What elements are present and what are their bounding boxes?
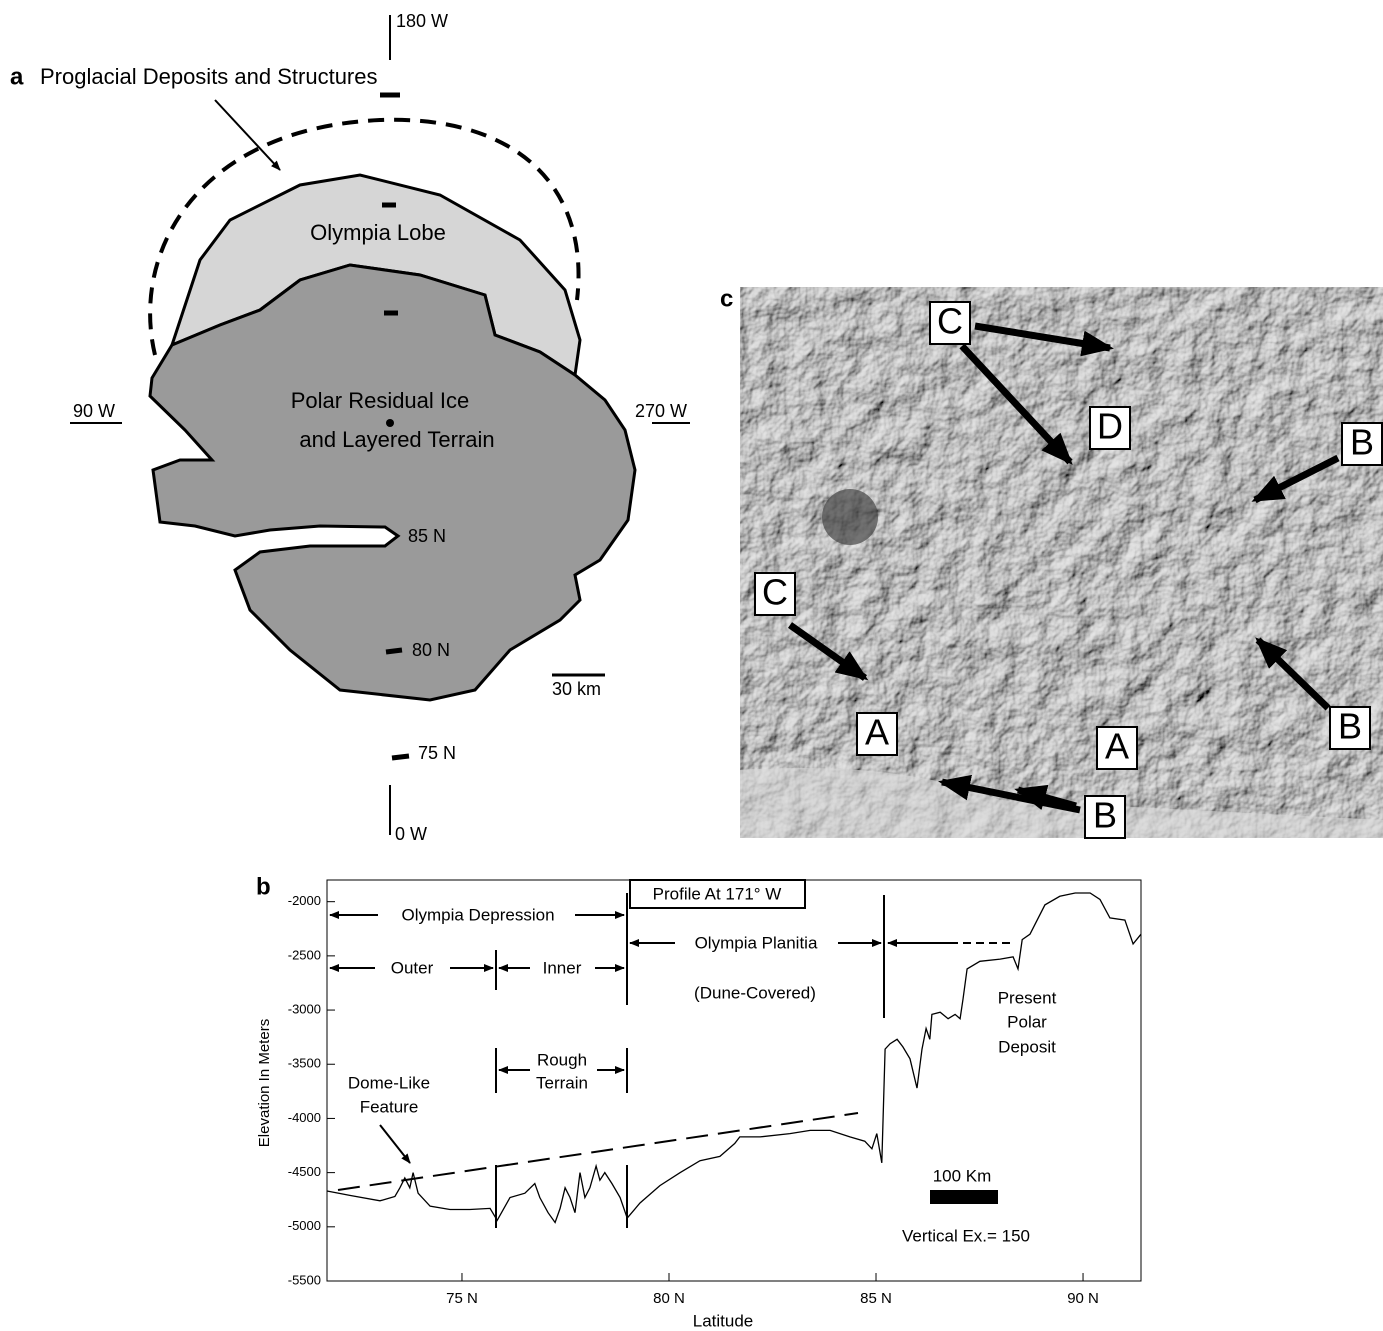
marker-label: C — [762, 572, 788, 613]
marker-label: A — [1105, 726, 1129, 767]
panel-title: Proglacial Deposits and Structures — [40, 64, 378, 89]
y-tick-label: -2500 — [288, 947, 321, 962]
y-axis-label: Elevation In Meters — [256, 1019, 273, 1147]
annotation: Present — [998, 988, 1057, 1007]
annotation: Vertical Ex.= 150 — [902, 1226, 1030, 1245]
chart-title: Profile At 171° W — [653, 884, 782, 903]
annotation: Olympia Planitia — [695, 933, 818, 952]
annotation: Rough — [537, 1050, 587, 1069]
region-label: and Layered Terrain — [299, 427, 494, 452]
annotation: Olympia Depression — [401, 905, 554, 924]
y-tick-label: -3500 — [288, 1056, 321, 1071]
marker-label: D — [1097, 406, 1123, 447]
longitude-label: 180 W — [396, 11, 448, 31]
y-tick-label: -3000 — [288, 1001, 321, 1016]
annotation: Outer — [391, 958, 434, 977]
marker-label: B — [1093, 795, 1117, 836]
panel-label: a — [10, 63, 24, 90]
x-axis-label: Latitude — [693, 1311, 754, 1330]
panel-label: b — [256, 873, 271, 900]
annotation: 100 Km — [933, 1166, 992, 1185]
annotation: Polar — [1007, 1012, 1047, 1031]
region-label: Polar Residual Ice — [291, 388, 470, 413]
figure: a Proglacial Deposits and Structures 180… — [0, 0, 1383, 1331]
latitude-label: 75 N — [418, 743, 456, 763]
longitude-label: 270 W — [635, 401, 687, 421]
crater — [822, 489, 878, 545]
x-tick-label: 90 N — [1067, 1290, 1099, 1307]
y-tick-label: -5000 — [288, 1218, 321, 1233]
annotation: Deposit — [998, 1037, 1056, 1056]
scale-label: 30 km — [552, 679, 601, 699]
y-tick-label: -4000 — [288, 1110, 321, 1125]
relief-surface — [740, 287, 1383, 838]
x-tick-label: 85 N — [860, 1290, 892, 1307]
y-tick-label: -4500 — [288, 1164, 321, 1179]
relief-image — [740, 287, 1383, 838]
annotation: (Dune-Covered) — [694, 983, 816, 1002]
panel-a: a Proglacial Deposits and Structures 180… — [10, 11, 690, 844]
annotation: Feature — [360, 1097, 419, 1116]
longitude-label: 0 W — [395, 824, 427, 844]
pointer-arrow — [380, 1125, 410, 1163]
annotation: Dome-Like — [348, 1073, 430, 1092]
latitude-dash — [392, 756, 409, 758]
annotation: Inner — [543, 958, 582, 977]
y-tick-label: -5500 — [288, 1272, 321, 1287]
marker-label: B — [1338, 706, 1362, 747]
latitude-dash — [386, 650, 402, 652]
trend-dashed — [338, 1113, 858, 1190]
x-tick-label: 80 N — [653, 1290, 685, 1307]
annotation: Terrain — [536, 1073, 588, 1092]
scale-bar — [930, 1190, 998, 1204]
pointer-arrow — [215, 100, 280, 170]
longitude-label: 90 W — [73, 401, 115, 421]
pole — [386, 419, 394, 427]
latitude-label: 85 N — [408, 526, 446, 546]
panel-c: c C D B C A A B B — [720, 285, 1383, 838]
x-tick-label: 75 N — [446, 1290, 478, 1307]
marker-label: C — [937, 301, 963, 342]
panel-label: c — [720, 285, 733, 312]
latitude-label: 80 N — [412, 640, 450, 660]
y-tick-label: -2000 — [288, 893, 321, 908]
region-label: Olympia Lobe — [310, 220, 446, 245]
marker-label: A — [865, 712, 889, 753]
panel-b: b Elevation In Meters Latitude Profile A… — [256, 873, 1141, 1330]
marker-label: B — [1350, 422, 1374, 463]
